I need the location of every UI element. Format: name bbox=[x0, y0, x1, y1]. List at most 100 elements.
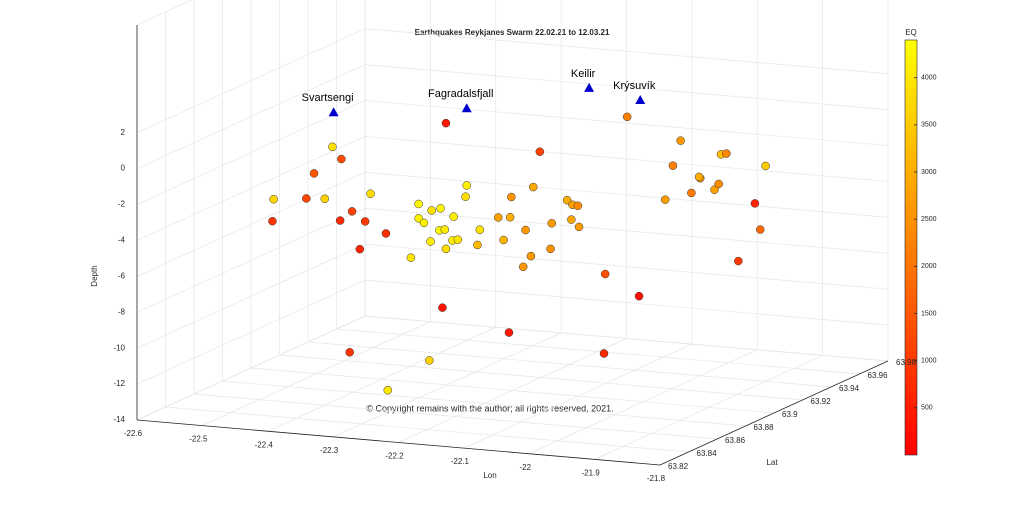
quake-point bbox=[453, 235, 463, 244]
quake-point bbox=[406, 253, 416, 262]
x-axis bbox=[136, 419, 661, 466]
x-tick-label: -22.3 bbox=[320, 446, 339, 455]
colorbar-tick-label: 4000 bbox=[921, 75, 937, 82]
z-tick-label: -8 bbox=[118, 307, 126, 316]
grid-line bbox=[364, 100, 889, 146]
grid-line bbox=[364, 243, 889, 290]
quake-point bbox=[381, 229, 391, 238]
quake-point bbox=[309, 169, 319, 178]
quake-point bbox=[526, 251, 536, 261]
z-tick-label: -14 bbox=[113, 415, 125, 424]
y-axis-label: Lat bbox=[766, 458, 778, 467]
quake-point bbox=[473, 240, 482, 250]
z-tick-label: -12 bbox=[113, 379, 125, 388]
quake-point bbox=[441, 118, 451, 128]
grid-line bbox=[222, 380, 746, 427]
y-tick-label: 63.92 bbox=[811, 397, 832, 406]
quake-point bbox=[426, 237, 435, 246]
quake-point bbox=[600, 269, 610, 279]
z-axis-label: Depth bbox=[90, 265, 99, 286]
grid-line bbox=[136, 207, 366, 313]
box-edge bbox=[136, 315, 366, 421]
y-axis bbox=[659, 360, 889, 466]
chart-title: Earthquakes Reykjanes Swarm 22.02.21 to … bbox=[415, 28, 610, 37]
quake-point bbox=[268, 216, 277, 226]
colorbar-tick-label: 1500 bbox=[921, 310, 937, 317]
quake-point bbox=[547, 219, 556, 228]
quake-point bbox=[302, 194, 311, 203]
quake-point bbox=[337, 154, 346, 164]
colorbar-label: EQ bbox=[905, 28, 917, 37]
grid-line bbox=[136, 64, 366, 169]
quake-point bbox=[320, 194, 329, 204]
y-tick-label: 63.94 bbox=[839, 384, 860, 393]
x-tick-label: -22.1 bbox=[451, 457, 470, 466]
quake-point bbox=[425, 356, 434, 365]
quake-point bbox=[734, 256, 743, 266]
quake-point bbox=[441, 244, 451, 254]
quake-point bbox=[722, 149, 731, 158]
grid-line bbox=[364, 172, 889, 218]
grid-line bbox=[279, 354, 803, 401]
quake-point bbox=[518, 262, 528, 272]
quake-point bbox=[574, 222, 584, 232]
z-tick-label: -6 bbox=[118, 271, 126, 280]
quake-point bbox=[499, 235, 508, 245]
quake-point bbox=[599, 349, 609, 358]
grid-line bbox=[364, 136, 889, 182]
quake-point bbox=[521, 225, 530, 235]
grid-line bbox=[136, 172, 366, 277]
colorbar-tick-label: 3000 bbox=[921, 169, 937, 176]
grid-line bbox=[336, 328, 860, 375]
quake-point bbox=[694, 172, 704, 182]
quake-point bbox=[622, 112, 632, 122]
quake-point bbox=[750, 199, 760, 208]
quake-point bbox=[687, 188, 696, 198]
colorbar-tick-label: 1000 bbox=[921, 358, 937, 365]
z-tick-label: -2 bbox=[118, 200, 126, 209]
y-tick-label: 63.86 bbox=[725, 436, 746, 445]
quake-point bbox=[634, 291, 644, 301]
station-label: Fagradalsfjall bbox=[428, 88, 493, 100]
quake-point bbox=[504, 328, 514, 337]
quake-point bbox=[567, 215, 576, 224]
quake-point bbox=[328, 142, 337, 152]
grid-line bbox=[364, 28, 889, 75]
station-marker bbox=[635, 95, 646, 105]
quake-point bbox=[449, 212, 458, 221]
quake-point bbox=[438, 303, 447, 312]
y-tick-label: 63.84 bbox=[697, 449, 718, 458]
quake-point bbox=[529, 182, 538, 192]
x-tick-label: -22.6 bbox=[124, 429, 143, 438]
station-label: Keilir bbox=[571, 68, 596, 80]
colorbar-tick-label: 2500 bbox=[921, 216, 937, 223]
y-tick-label: 63.88 bbox=[754, 423, 775, 432]
quake-point bbox=[436, 204, 445, 213]
quake-point bbox=[462, 181, 471, 190]
quake-point bbox=[535, 147, 545, 156]
grid-line bbox=[250, 367, 775, 414]
quake-point bbox=[419, 218, 429, 228]
quake-point bbox=[756, 225, 765, 234]
quake-point bbox=[714, 179, 723, 189]
y-tick-label: 63.82 bbox=[668, 462, 689, 471]
quake-point bbox=[573, 201, 583, 211]
grid-line bbox=[165, 406, 689, 453]
quake-point bbox=[269, 194, 278, 204]
quake-point bbox=[427, 206, 436, 215]
x-axis-label: Lon bbox=[483, 471, 496, 480]
x-tick-label: -22.5 bbox=[189, 435, 208, 444]
grid-line bbox=[136, 100, 366, 205]
quake-point bbox=[676, 136, 685, 145]
quake-point bbox=[668, 161, 678, 170]
z-tick-label: 0 bbox=[121, 164, 126, 173]
quake-point bbox=[761, 161, 770, 171]
grid-line bbox=[364, 64, 889, 110]
x-tick-label: -22.2 bbox=[385, 452, 404, 461]
z-tick-label: -10 bbox=[113, 343, 125, 352]
grid-line bbox=[136, 243, 366, 349]
grid-line bbox=[364, 279, 889, 326]
quake-point bbox=[505, 212, 515, 222]
box-edge bbox=[136, 0, 193, 26]
quake-point bbox=[414, 199, 423, 209]
